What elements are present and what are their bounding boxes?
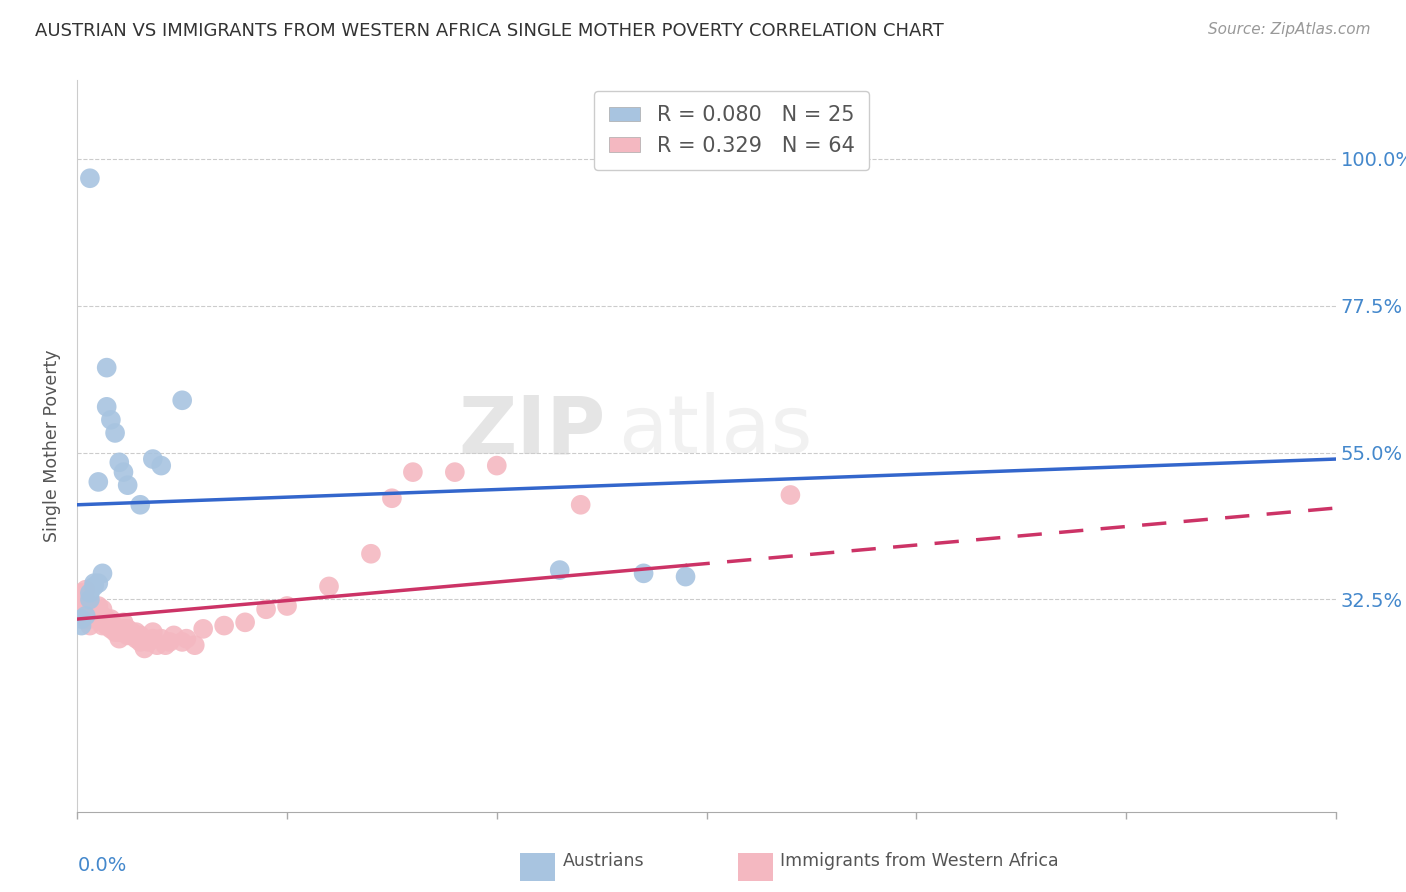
Legend: R = 0.080   N = 25, R = 0.329   N = 64: R = 0.080 N = 25, R = 0.329 N = 64 bbox=[595, 91, 869, 170]
Point bbox=[79, 612, 101, 626]
Text: AUSTRIAN VS IMMIGRANTS FROM WESTERN AFRICA SINGLE MOTHER POVERTY CORRELATION CHA: AUSTRIAN VS IMMIGRANTS FROM WESTERN AFRI… bbox=[35, 22, 943, 40]
Point bbox=[129, 635, 152, 649]
Text: ZIP: ZIP bbox=[458, 392, 606, 470]
Point bbox=[176, 632, 198, 646]
Point bbox=[70, 612, 93, 626]
Point bbox=[79, 592, 101, 607]
Point bbox=[163, 628, 186, 642]
Point bbox=[146, 638, 169, 652]
Point bbox=[134, 641, 156, 656]
Point bbox=[150, 632, 173, 646]
Point bbox=[191, 622, 215, 636]
Point bbox=[112, 465, 135, 479]
Text: Source: ZipAtlas.com: Source: ZipAtlas.com bbox=[1208, 22, 1371, 37]
Text: Immigrants from Western Africa: Immigrants from Western Africa bbox=[780, 852, 1059, 870]
Point bbox=[96, 615, 118, 630]
Point bbox=[79, 586, 101, 600]
Point bbox=[159, 635, 181, 649]
Point bbox=[233, 615, 256, 630]
Point bbox=[150, 458, 173, 473]
Point bbox=[172, 393, 194, 408]
Point bbox=[108, 632, 131, 646]
Point bbox=[129, 628, 152, 642]
Point bbox=[96, 400, 118, 414]
Point bbox=[96, 360, 118, 375]
Point bbox=[70, 596, 93, 610]
Text: atlas: atlas bbox=[619, 392, 813, 470]
Point bbox=[75, 592, 97, 607]
Point bbox=[79, 171, 101, 186]
Point bbox=[100, 618, 122, 632]
Point bbox=[444, 465, 467, 479]
Point bbox=[70, 602, 93, 616]
Point bbox=[125, 625, 148, 640]
Point bbox=[117, 478, 139, 492]
Point bbox=[87, 606, 110, 620]
Point bbox=[83, 576, 105, 591]
Y-axis label: Single Mother Poverty: Single Mother Poverty bbox=[44, 350, 62, 542]
Point bbox=[360, 547, 382, 561]
Point bbox=[100, 622, 122, 636]
Point bbox=[104, 425, 127, 440]
Point bbox=[79, 608, 101, 623]
Point bbox=[96, 612, 118, 626]
Point bbox=[75, 612, 97, 626]
Point bbox=[100, 413, 122, 427]
Point bbox=[172, 635, 194, 649]
Point bbox=[70, 608, 93, 623]
Point bbox=[155, 638, 177, 652]
Text: Austrians: Austrians bbox=[562, 852, 644, 870]
Point bbox=[318, 579, 340, 593]
Point bbox=[142, 452, 165, 467]
Point bbox=[402, 465, 425, 479]
Point bbox=[91, 608, 114, 623]
Point bbox=[548, 563, 571, 577]
Point bbox=[75, 608, 97, 623]
Point bbox=[121, 625, 143, 640]
Point bbox=[108, 625, 131, 640]
Point bbox=[485, 458, 508, 473]
Point bbox=[276, 599, 298, 613]
Point bbox=[87, 612, 110, 626]
Point bbox=[91, 602, 114, 616]
Point bbox=[254, 602, 277, 616]
Point bbox=[75, 582, 97, 597]
Text: 0.0%: 0.0% bbox=[77, 855, 127, 875]
Point bbox=[100, 612, 122, 626]
Point bbox=[112, 615, 135, 630]
Point bbox=[138, 635, 160, 649]
Point bbox=[104, 625, 127, 640]
Point bbox=[79, 618, 101, 632]
Point bbox=[83, 602, 105, 616]
Point bbox=[633, 566, 655, 581]
Point bbox=[83, 579, 105, 593]
Point bbox=[70, 618, 93, 632]
Point bbox=[112, 622, 135, 636]
Point bbox=[87, 475, 110, 489]
Point bbox=[75, 608, 97, 623]
Point bbox=[121, 628, 143, 642]
Point bbox=[569, 498, 592, 512]
Point bbox=[142, 625, 165, 640]
Point bbox=[675, 569, 697, 583]
Point bbox=[117, 628, 139, 642]
Point bbox=[142, 632, 165, 646]
Point bbox=[87, 576, 110, 591]
Point bbox=[129, 498, 152, 512]
Point bbox=[381, 491, 404, 506]
Point bbox=[184, 638, 207, 652]
Point bbox=[91, 618, 114, 632]
Point bbox=[108, 455, 131, 469]
Point bbox=[779, 488, 801, 502]
Point bbox=[83, 606, 105, 620]
Point bbox=[125, 632, 148, 646]
Point bbox=[117, 622, 139, 636]
Point bbox=[87, 599, 110, 613]
Point bbox=[70, 586, 93, 600]
Point bbox=[104, 622, 127, 636]
Point bbox=[91, 566, 114, 581]
Point bbox=[212, 618, 235, 632]
Point bbox=[96, 618, 118, 632]
